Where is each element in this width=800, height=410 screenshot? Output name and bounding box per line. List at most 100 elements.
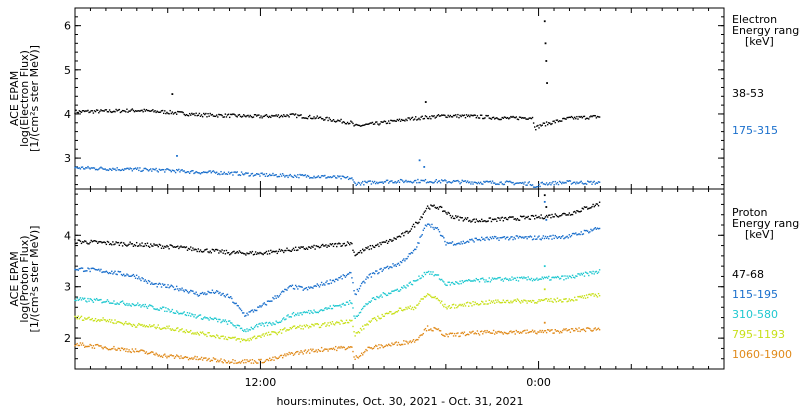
proton-data-point — [575, 327, 577, 330]
proton-data-point — [531, 280, 534, 282]
proton-data-point — [379, 242, 381, 244]
proton-data-point — [82, 270, 85, 273]
proton-data-point — [516, 298, 519, 300]
electron-data-point — [590, 180, 592, 183]
proton-data-point — [548, 329, 550, 331]
electron-data-point — [486, 115, 488, 117]
electron-data-point — [131, 170, 134, 172]
proton-data-point — [579, 233, 581, 236]
electron-data-point — [299, 173, 301, 176]
proton-data-point — [575, 275, 577, 277]
proton-data-point — [393, 290, 395, 292]
proton-data-point — [158, 327, 161, 329]
proton-data-point — [319, 246, 322, 248]
proton-data-point — [482, 238, 484, 240]
proton-data-point — [566, 275, 568, 277]
electron-data-point — [263, 173, 265, 175]
proton-data-point — [399, 236, 402, 238]
proton-data-point — [269, 333, 271, 336]
proton-data-point — [318, 286, 321, 288]
proton-data-point — [464, 217, 467, 219]
electron-data-point — [410, 117, 413, 119]
electron-legend-title-line: Electron — [732, 13, 777, 26]
proton-data-point — [97, 299, 99, 301]
proton-data-point — [402, 232, 404, 234]
electron-data-point — [117, 169, 119, 171]
electron-data-point — [359, 125, 362, 127]
proton-data-point — [373, 298, 376, 300]
electron-data-point — [551, 182, 553, 184]
proton-data-point — [530, 301, 533, 303]
electron-data-point — [542, 122, 545, 124]
electron-data-point — [460, 115, 462, 118]
proton-data-point — [272, 356, 274, 359]
proton-data-point — [516, 331, 519, 333]
proton-data-point — [555, 276, 558, 279]
proton-data-point — [430, 226, 432, 228]
proton-data-point — [90, 267, 92, 270]
proton-data-point — [154, 308, 156, 310]
proton-data-point — [368, 274, 370, 276]
proton-data-point — [90, 318, 92, 321]
proton-data-point — [91, 299, 94, 302]
proton-data-point — [347, 273, 350, 275]
proton-data-point — [195, 291, 197, 293]
electron-data-point — [456, 116, 458, 118]
proton-data-point — [555, 236, 558, 238]
electron-data-point — [230, 172, 232, 174]
electron-data-point — [544, 125, 547, 127]
proton-data-point — [154, 326, 156, 329]
proton-data-point — [139, 323, 141, 326]
proton-data-point — [498, 301, 500, 303]
electron-data-point — [564, 181, 566, 184]
proton-data-point — [570, 276, 573, 279]
proton-data-point — [208, 319, 210, 321]
proton-data-point — [109, 321, 112, 323]
electron-data-point — [420, 116, 422, 118]
proton-data-point — [297, 249, 299, 251]
proton-data-point — [254, 325, 257, 327]
proton-data-point — [458, 242, 460, 244]
proton-data-point — [570, 298, 573, 301]
proton-data-point — [464, 280, 467, 282]
electron-data-point — [312, 117, 314, 120]
proton-data-point — [314, 311, 316, 313]
electron-data-point — [142, 169, 144, 172]
proton-data-point — [224, 336, 227, 338]
electron-data-point — [398, 181, 401, 184]
proton-data-point — [166, 357, 168, 359]
proton-data-point — [109, 348, 112, 351]
proton-data-point — [499, 276, 501, 279]
electron-data-point — [497, 118, 499, 120]
proton-data-point — [416, 279, 418, 282]
proton-data-point — [582, 208, 585, 210]
proton-data-point — [460, 282, 462, 285]
electron-data-point — [311, 177, 313, 179]
proton-data-point — [571, 232, 574, 235]
proton-data-point — [158, 282, 161, 285]
electron-data-point — [231, 171, 233, 174]
proton-data-point — [597, 228, 600, 230]
proton-data-point — [355, 293, 357, 296]
electron-data-point — [291, 113, 294, 115]
electron-data-point — [596, 115, 599, 118]
proton-data-point — [422, 213, 424, 215]
proton-data-point — [424, 296, 427, 298]
proton-data-point — [421, 298, 423, 300]
proton-data-point — [214, 291, 217, 294]
proton-data-point — [451, 304, 454, 306]
electron-data-point — [540, 125, 542, 127]
electron-data-point — [293, 114, 296, 116]
electron-data-point — [184, 171, 187, 174]
electron-data-point — [451, 181, 454, 183]
electron-data-point — [537, 185, 539, 188]
proton-data-point — [250, 326, 253, 329]
proton-data-point — [504, 277, 507, 279]
electron-data-point — [402, 119, 404, 122]
proton-data-point — [246, 359, 248, 361]
proton-data-point — [127, 274, 129, 276]
electron-data-point — [200, 114, 203, 116]
electron-data-point — [113, 110, 115, 113]
electron-data-point — [212, 170, 215, 172]
proton-data-point — [220, 335, 222, 338]
